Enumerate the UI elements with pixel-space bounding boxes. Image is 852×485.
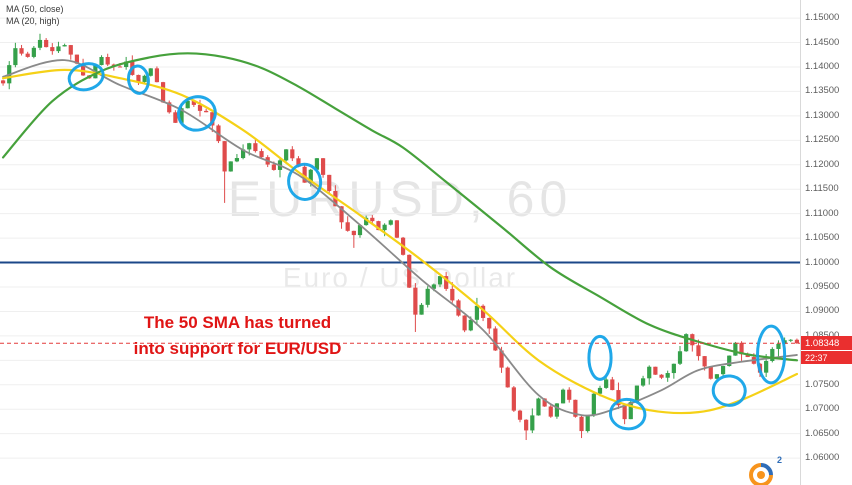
candle-countdown-badge: 22:37 bbox=[801, 351, 852, 365]
y-axis-label: 1.13000 bbox=[805, 109, 840, 121]
y-axis-label: 1.11000 bbox=[805, 207, 839, 219]
legend-ma20-label: MA (20, high) bbox=[6, 16, 60, 26]
highlight-ellipse bbox=[287, 162, 323, 201]
y-axis-label: 1.06000 bbox=[805, 452, 840, 464]
y-axis-label: 1.10500 bbox=[805, 232, 840, 244]
annotation-text: The 50 SMA has turned into support for E… bbox=[95, 310, 380, 362]
y-axis-label: 1.13500 bbox=[805, 85, 840, 97]
chart-canvas[interactable] bbox=[0, 0, 800, 485]
highlight-ellipse bbox=[127, 64, 150, 95]
highlight-ellipse bbox=[711, 374, 747, 407]
y-axis-label: 1.14500 bbox=[805, 36, 840, 48]
highlight-ellipse bbox=[177, 95, 217, 132]
y-axis-label: 1.12000 bbox=[805, 158, 840, 170]
ma-line-ma20-gray bbox=[2, 59, 798, 417]
indicator-legend: MA (50, close) MA (20, high) bbox=[6, 3, 64, 27]
highlight-ellipse bbox=[67, 62, 105, 92]
y-axis-label: 1.12500 bbox=[805, 134, 840, 146]
y-axis-label: 1.09000 bbox=[805, 305, 840, 317]
logo-superscript: 2 bbox=[777, 455, 783, 465]
y-axis-label: 1.07500 bbox=[805, 378, 840, 390]
y-axis-label: 1.15000 bbox=[805, 12, 840, 24]
y-axis-label: 1.10000 bbox=[805, 256, 840, 268]
gridlines bbox=[0, 17, 800, 459]
price-axis[interactable]: 1.08348 22:37 1.15000 1.14500 1.14000 1.135… bbox=[800, 0, 852, 485]
ma-line-slow-green bbox=[1, 52, 799, 362]
highlight-ellipse bbox=[587, 334, 613, 381]
annotation-line-1: The 50 SMA has turned bbox=[143, 313, 332, 332]
current-price-badge: 1.08348 bbox=[801, 336, 852, 351]
y-axis-label: 1.08500 bbox=[805, 330, 839, 341]
y-axis-label: 1.07000 bbox=[805, 403, 840, 415]
annotation-line-2: into support for EUR/USD bbox=[133, 339, 342, 358]
y-axis-label: 1.09500 bbox=[805, 280, 840, 292]
circle-annotations bbox=[67, 62, 787, 431]
y-axis-label: 1.06500 bbox=[805, 427, 840, 439]
y-axis-label: 1.11500 bbox=[805, 183, 839, 195]
highlight-ellipse bbox=[756, 324, 787, 385]
highlight-ellipse bbox=[609, 397, 647, 431]
y-axis-label: 1.14000 bbox=[805, 60, 840, 72]
candles bbox=[0, 33, 800, 441]
ma-line-ma50-yellow bbox=[1, 68, 799, 415]
brand-logo-icon bbox=[749, 463, 773, 485]
brand-logo bbox=[748, 462, 774, 485]
legend-ma50-label: MA (50, close) bbox=[6, 4, 64, 14]
